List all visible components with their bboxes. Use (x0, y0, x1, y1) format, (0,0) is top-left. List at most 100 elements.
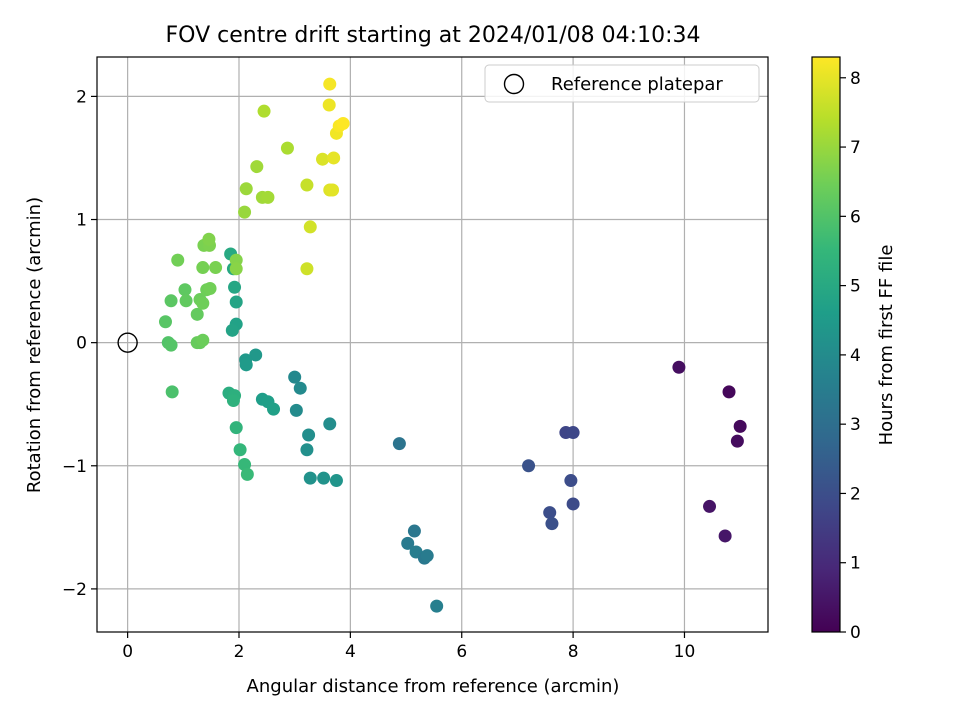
colorbar-tick-label: 2 (850, 484, 861, 504)
data-point (164, 294, 178, 308)
data-point (392, 437, 406, 451)
plot-background (97, 57, 768, 632)
x-tick-label: 0 (122, 642, 133, 662)
legend: Reference platepar (484, 64, 760, 103)
data-point (239, 182, 253, 196)
data-point (238, 205, 252, 219)
data-point (289, 403, 303, 417)
data-point (430, 599, 444, 613)
colorbar-gradient (812, 57, 840, 632)
data-point (267, 402, 281, 416)
data-point (239, 358, 253, 372)
data-point (293, 381, 307, 395)
colorbar-tick-label: 4 (850, 346, 861, 366)
data-point (179, 294, 193, 308)
data-point (229, 262, 243, 276)
data-point (165, 385, 179, 399)
data-point (420, 549, 434, 563)
data-point (522, 459, 536, 473)
y-tick-label: 1 (76, 211, 87, 231)
data-point (329, 474, 343, 488)
colorbar: 0 1 2 3 4 5 6 7 8 Hours from first FF file (811, 56, 897, 643)
data-point (566, 426, 580, 440)
data-point (543, 506, 557, 520)
plot-frame (96, 56, 769, 633)
data-point (718, 529, 732, 543)
colorbar-tick-label: 0 (850, 623, 861, 643)
data-point (722, 385, 736, 399)
data-point (249, 348, 263, 362)
data-point (327, 151, 341, 165)
x-tick-label: 4 (345, 642, 356, 662)
data-point (303, 220, 317, 234)
data-point (202, 232, 216, 246)
data-point (326, 183, 340, 197)
data-point (303, 471, 317, 485)
legend-marker (503, 73, 525, 95)
data-point (158, 315, 172, 329)
chart-title: FOV centre drift starting at 2024/01/08 … (166, 23, 701, 48)
x-tick-label: 10 (674, 642, 696, 662)
data-point (323, 77, 337, 91)
data-point (196, 296, 210, 310)
data-point (196, 261, 210, 275)
data-point (196, 333, 210, 347)
data-point (164, 338, 178, 352)
data-point (300, 262, 314, 276)
plot-area: 0 2 4 6 8 10 −2 −1 0 1 2 (62, 56, 769, 662)
data-point (322, 98, 336, 112)
data-point (203, 281, 217, 295)
data-point (566, 497, 580, 511)
colorbar-tick-label: 8 (850, 69, 861, 89)
y-tick-label: 2 (76, 87, 87, 107)
data-point (288, 370, 302, 384)
data-point (316, 152, 330, 166)
colorbar-tick-label: 6 (850, 207, 861, 227)
colorbar-ticks: 0 1 2 3 4 5 6 7 8 (840, 69, 861, 643)
scatter-points (158, 77, 747, 613)
colorbar-tick-label: 5 (850, 277, 861, 297)
data-point (238, 458, 252, 472)
data-point (257, 104, 271, 118)
data-point (233, 443, 247, 457)
x-tick-label: 2 (234, 642, 245, 662)
reference-marker (117, 332, 138, 353)
data-point (229, 421, 243, 435)
data-point (545, 517, 559, 531)
y-tick-label: −1 (62, 457, 87, 477)
data-point (250, 160, 264, 174)
data-point (672, 360, 686, 374)
data-point (209, 261, 223, 275)
data-point (733, 419, 747, 433)
colorbar-label: Hours from first FF file (876, 245, 897, 446)
colorbar-frame (811, 56, 841, 633)
data-point (336, 116, 350, 130)
data-point (730, 434, 744, 448)
data-point (300, 178, 314, 192)
data-point (317, 471, 331, 485)
data-point (261, 190, 275, 204)
legend-label: Reference platepar (551, 74, 723, 95)
data-point (228, 280, 242, 294)
data-point (190, 307, 204, 321)
x-axis-ticks: 0 2 4 6 8 10 (122, 632, 695, 662)
data-point (178, 283, 192, 297)
data-point (280, 141, 294, 155)
y-axis-ticks: −2 −1 0 1 2 (62, 87, 97, 600)
x-axis-label: Angular distance from reference (arcmin) (247, 676, 620, 697)
legend-box (484, 64, 760, 103)
y-tick-label: −2 (62, 580, 87, 600)
data-point (703, 499, 717, 513)
y-tick-label: 0 (76, 334, 87, 354)
data-point (171, 253, 185, 267)
data-point (226, 394, 240, 408)
colorbar-tick-label: 3 (850, 415, 861, 435)
colorbar-tick-label: 7 (850, 138, 861, 158)
data-point (229, 295, 243, 309)
data-point (564, 474, 578, 488)
data-point (300, 443, 314, 457)
x-tick-label: 8 (568, 642, 579, 662)
data-point (401, 536, 415, 550)
x-tick-label: 6 (456, 642, 467, 662)
